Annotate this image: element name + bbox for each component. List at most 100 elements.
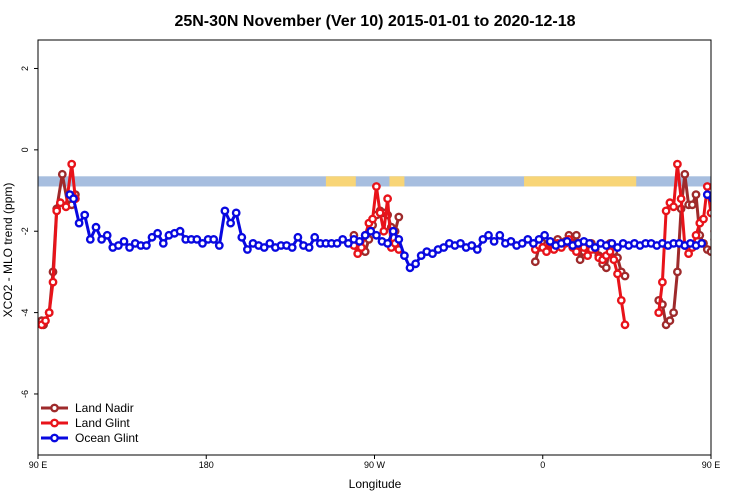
y-tick-label: 2 [20, 66, 30, 71]
series-1-point [52, 206, 62, 216]
series-1-point [676, 194, 686, 204]
series-1-point [41, 316, 50, 326]
series-2-point [141, 241, 151, 250]
series-2-point [467, 241, 477, 250]
series-2-point [343, 238, 353, 248]
series-0-point [687, 200, 697, 210]
series-2-point [237, 232, 247, 242]
series-2-point [540, 230, 549, 240]
chart-title: 25N-30N November (Ver 10) 2015-01-01 to … [174, 13, 575, 30]
series-1-point [669, 202, 678, 212]
series-2-point [259, 243, 269, 252]
series-2-point [158, 238, 168, 248]
series-1-point [583, 251, 592, 261]
legend-label: Land Nadir [75, 401, 134, 415]
series-1-point [620, 320, 630, 330]
series-2-point [214, 241, 224, 250]
series-1-point [368, 214, 377, 224]
y-tick-label: -6 [20, 390, 30, 398]
series-2-point [715, 220, 721, 226]
legend-swatch-marker [50, 403, 59, 413]
series-0-point [620, 271, 630, 281]
series-2-point [478, 234, 488, 244]
series-2-point [147, 232, 157, 242]
series-2-point [242, 245, 252, 254]
x-axis: 90 E 180 90 W 0 90 E [29, 455, 720, 470]
series-2-point [91, 222, 101, 232]
y-tick-label: 0 [20, 147, 30, 152]
series-1-point [56, 198, 65, 208]
series-2-point [439, 243, 449, 252]
series-2-point [293, 232, 303, 242]
series-0-point [680, 169, 690, 179]
series-2-point [287, 243, 297, 252]
series-2-point [383, 238, 392, 248]
land-segment-2 [524, 176, 637, 187]
series-0-point [665, 316, 675, 326]
series-2-point [399, 251, 409, 261]
series-1-point [371, 182, 381, 191]
series-2-point [102, 230, 112, 240]
series-2-line-0 [68, 193, 540, 270]
legend-item: Land Nadir [41, 401, 134, 415]
series-1-point [684, 249, 693, 259]
series-2-point [732, 224, 738, 230]
series-0-point [715, 222, 721, 228]
legend-item: Ocean Glint [41, 431, 139, 445]
series-1-point [542, 247, 551, 257]
series-2-point [360, 230, 370, 240]
series-2-point [472, 245, 482, 254]
series-2-point [220, 206, 230, 216]
legend-swatch-marker [50, 433, 59, 443]
series-2-point [338, 234, 348, 244]
series-2-point [310, 232, 320, 242]
series-2-point [562, 236, 572, 246]
series-2-point [613, 243, 622, 252]
series-2-point [231, 208, 241, 218]
series-1-point [658, 277, 667, 287]
x-tick-label: 90 E [29, 460, 48, 470]
series-2-point [721, 212, 727, 218]
series-0-point [394, 212, 404, 222]
series-2-point [175, 226, 185, 236]
x-tick-label: 0 [540, 460, 545, 470]
series-2-point [428, 249, 437, 259]
series-2-point [517, 238, 527, 248]
y-axis: 2 0 -2 -4 -6 [20, 66, 38, 398]
ocean-band [38, 176, 711, 187]
series-1-point [723, 240, 729, 246]
series-2-point [97, 234, 107, 244]
series-1-point [67, 159, 77, 169]
y-tick-label: -2 [20, 227, 30, 235]
series-0-point [673, 267, 682, 277]
series-0-point [710, 237, 711, 242]
series-0-point [57, 169, 67, 179]
series-2-point [355, 236, 364, 246]
series-2-point [738, 236, 744, 242]
series-2-point [125, 243, 135, 252]
series-1-point [654, 308, 664, 317]
series-1-point [48, 277, 58, 287]
series-0-point [572, 230, 581, 240]
series-0-point [669, 308, 678, 317]
series-2-line-1 [706, 193, 711, 200]
series-2-point [506, 236, 516, 246]
series-2-point [405, 263, 415, 273]
series-2-point [529, 238, 538, 248]
series-2-point [198, 238, 207, 248]
series-2-point [388, 226, 398, 236]
series-2-point [585, 238, 594, 248]
series-1-point [605, 247, 615, 257]
legend-label: Land Glint [75, 416, 130, 430]
series-0-point [719, 212, 725, 218]
series-2-point [114, 241, 123, 250]
x-tick-label: 90 W [364, 460, 386, 470]
series-2-point [371, 230, 381, 240]
legend-swatch-marker [50, 418, 59, 428]
series-1-point [61, 202, 71, 212]
series-2-point [534, 234, 544, 244]
y-axis-label: XCO2 - MLO trend (ppm) [1, 183, 15, 318]
series-2-point [545, 236, 555, 246]
series-1-point [661, 206, 671, 216]
